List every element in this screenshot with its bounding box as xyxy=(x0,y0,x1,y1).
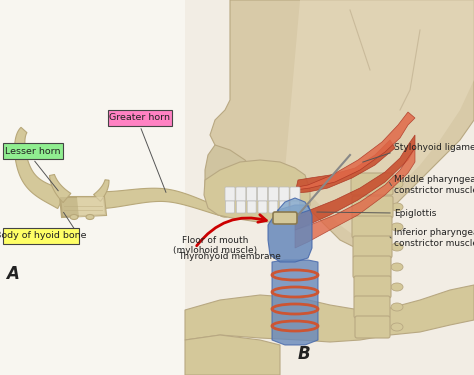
Text: Middle pharyngeal
constrictor muscle: Middle pharyngeal constrictor muscle xyxy=(394,175,474,195)
FancyBboxPatch shape xyxy=(3,143,63,159)
FancyBboxPatch shape xyxy=(290,187,300,201)
Text: Stylohyoid ligament: Stylohyoid ligament xyxy=(394,144,474,153)
Polygon shape xyxy=(60,197,79,217)
FancyBboxPatch shape xyxy=(352,196,393,218)
FancyBboxPatch shape xyxy=(352,216,392,238)
FancyBboxPatch shape xyxy=(279,187,289,201)
Ellipse shape xyxy=(391,303,403,311)
Text: Inferior pharyngeal
constrictor muscle: Inferior pharyngeal constrictor muscle xyxy=(394,228,474,248)
Polygon shape xyxy=(272,260,318,345)
FancyBboxPatch shape xyxy=(225,187,235,201)
Ellipse shape xyxy=(218,209,230,217)
Polygon shape xyxy=(205,145,255,205)
FancyBboxPatch shape xyxy=(269,201,278,213)
Ellipse shape xyxy=(391,323,403,331)
Polygon shape xyxy=(268,205,312,262)
Polygon shape xyxy=(295,135,415,230)
Ellipse shape xyxy=(70,214,78,219)
Ellipse shape xyxy=(391,283,403,291)
FancyBboxPatch shape xyxy=(108,110,172,126)
Polygon shape xyxy=(93,180,109,201)
FancyBboxPatch shape xyxy=(246,187,256,201)
Polygon shape xyxy=(50,174,71,202)
Text: Thyrohyoid membrane: Thyrohyoid membrane xyxy=(179,252,282,261)
FancyBboxPatch shape xyxy=(291,201,300,213)
Polygon shape xyxy=(104,188,225,216)
FancyBboxPatch shape xyxy=(353,256,391,278)
Text: Lesser horn: Lesser horn xyxy=(5,147,61,156)
Polygon shape xyxy=(295,140,395,193)
Text: Floor of mouth
(mylohoid muscle): Floor of mouth (mylohoid muscle) xyxy=(173,236,257,255)
Polygon shape xyxy=(15,128,66,209)
Polygon shape xyxy=(285,0,474,240)
Polygon shape xyxy=(204,160,310,222)
Ellipse shape xyxy=(86,214,94,219)
Ellipse shape xyxy=(391,180,403,188)
Polygon shape xyxy=(278,198,310,215)
Polygon shape xyxy=(185,335,280,375)
Ellipse shape xyxy=(391,263,403,271)
FancyBboxPatch shape xyxy=(351,173,393,195)
FancyBboxPatch shape xyxy=(257,187,267,201)
Bar xyxy=(0,0,185,375)
FancyBboxPatch shape xyxy=(354,276,391,298)
Text: Greater horn: Greater horn xyxy=(109,114,171,123)
FancyBboxPatch shape xyxy=(353,236,392,258)
FancyBboxPatch shape xyxy=(354,296,390,318)
FancyBboxPatch shape xyxy=(268,187,278,201)
Polygon shape xyxy=(288,112,415,215)
FancyBboxPatch shape xyxy=(3,228,79,244)
Text: Epiglottis: Epiglottis xyxy=(394,209,437,218)
FancyBboxPatch shape xyxy=(355,316,390,338)
Text: Body of hyoid bone: Body of hyoid bone xyxy=(0,231,87,240)
FancyBboxPatch shape xyxy=(247,201,256,213)
Text: A: A xyxy=(6,265,19,283)
Polygon shape xyxy=(295,148,415,248)
FancyBboxPatch shape xyxy=(237,201,246,213)
Ellipse shape xyxy=(391,243,403,251)
FancyBboxPatch shape xyxy=(280,201,289,213)
Polygon shape xyxy=(60,197,106,217)
Text: B: B xyxy=(298,345,310,363)
FancyBboxPatch shape xyxy=(273,212,297,224)
Ellipse shape xyxy=(391,223,403,231)
Polygon shape xyxy=(185,285,474,342)
FancyBboxPatch shape xyxy=(236,187,246,201)
Polygon shape xyxy=(77,197,106,217)
Polygon shape xyxy=(210,0,474,250)
Ellipse shape xyxy=(391,203,403,211)
FancyBboxPatch shape xyxy=(258,201,267,213)
FancyBboxPatch shape xyxy=(226,201,235,213)
